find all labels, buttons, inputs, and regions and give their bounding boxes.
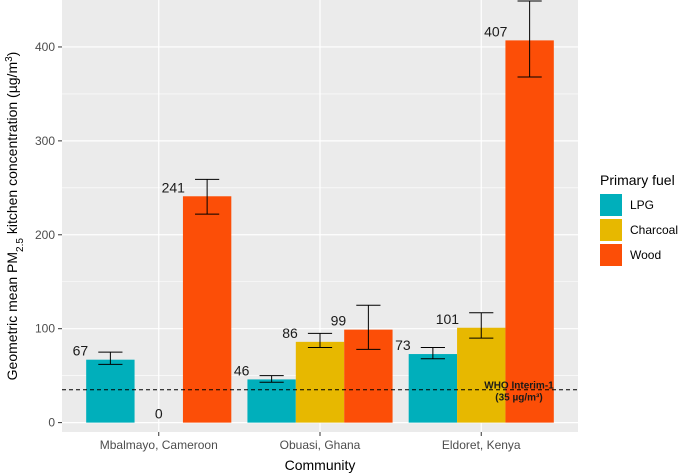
legend-label: Wood [630, 248, 661, 262]
y-tick-label: 200 [35, 228, 55, 242]
reference-line-label: (35 µg/m³) [495, 393, 542, 404]
y-axis-ticks: 0 100 200 300 400 [35, 40, 62, 430]
gridlines [62, 0, 578, 432]
x-tick-label: Mbalmayo, Cameroon [100, 438, 218, 452]
y-tick-label: 100 [35, 322, 55, 336]
bar [408, 354, 458, 423]
legend-title: Primary fuel [600, 172, 675, 188]
x-axis-title: Community [285, 457, 356, 473]
y-axis-title-part: ) [4, 52, 20, 57]
data-label: 407 [484, 23, 508, 39]
bar [457, 327, 506, 423]
legend-label: Charcoal [630, 223, 678, 237]
x-tick-label: Obuasi, Ghana [280, 438, 361, 452]
data-label: 86 [282, 325, 298, 341]
error-bars [98, 0, 542, 383]
y-tick-label: 0 [48, 416, 55, 430]
data-labels: 67 46 73 0 86 101 241 99 407 [73, 23, 508, 421]
data-label: 0 [155, 406, 163, 422]
legend-swatch [600, 244, 622, 266]
data-label: 101 [436, 311, 460, 327]
data-label: 46 [234, 362, 250, 378]
x-axis-ticks: Mbalmayo, Cameroon Obuasi, Ghana Eldoret, … [100, 432, 521, 452]
y-axis-title-superscript: 3 [4, 56, 15, 62]
bar [182, 196, 232, 423]
data-label: 73 [395, 337, 411, 353]
legend: Primary fuel LPG Charcoal Wood [600, 172, 678, 266]
bar [295, 341, 345, 423]
y-axis-title: Geometric mean PM2.5 kitchen concentrati… [4, 52, 26, 381]
legend-swatch [600, 194, 622, 216]
data-label: 241 [162, 179, 186, 195]
reference-line-label: WHO Interim-1 [484, 381, 554, 392]
bar [505, 40, 554, 423]
y-axis-title-part: kitchen concentration (µg/m [4, 62, 20, 238]
bar [86, 359, 135, 423]
y-axis-title-part: Geometric mean PM [4, 252, 20, 380]
data-label: 67 [73, 343, 89, 359]
legend-swatch [600, 219, 622, 241]
legend-label: LPG [630, 198, 654, 212]
y-tick-label: 300 [35, 134, 55, 148]
data-label: 99 [331, 313, 347, 329]
y-axis-title-subscript: 2.5 [15, 238, 26, 252]
bar [247, 379, 296, 423]
reference-line-group: WHO Interim-1(35 µg/m³) [62, 381, 578, 404]
y-tick-label: 400 [35, 40, 55, 54]
bars [86, 40, 554, 423]
x-tick-label: Eldoret, Kenya [442, 438, 521, 452]
